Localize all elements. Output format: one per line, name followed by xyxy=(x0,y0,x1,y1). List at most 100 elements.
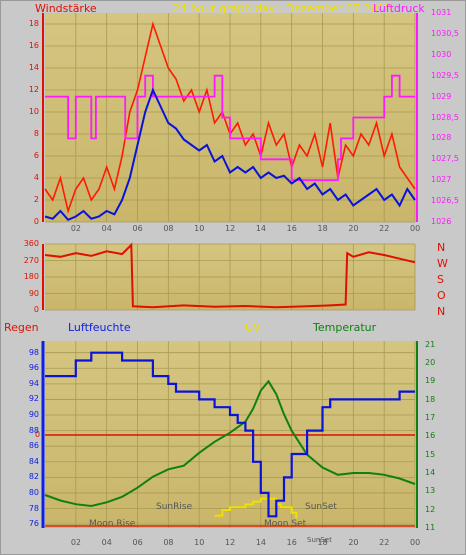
humidity-y-tick-96: 96 xyxy=(28,363,39,373)
humidity-y-tick-76: 76 xyxy=(28,519,39,529)
temperature-y-tick-20: 20 xyxy=(425,358,436,367)
moon-set-annotation: Moon Set xyxy=(264,519,307,529)
rain-label: Regen xyxy=(4,321,39,334)
temperature-y-tick-17: 17 xyxy=(425,413,436,422)
pressure-y-tick-3: 1027,5 xyxy=(431,154,459,164)
temperature-y-tick-13: 13 xyxy=(425,486,436,496)
pressure-y-tick-0: 1026 xyxy=(431,217,452,226)
wind-x-tick-18: 18 xyxy=(317,224,328,233)
temperature-label: Temperatur xyxy=(313,321,377,334)
wind-x-tick-12: 12 xyxy=(225,224,236,233)
sun-set-small-annotation: SunSet xyxy=(307,536,332,544)
humidity-x-tick-14: 14 xyxy=(255,538,267,547)
humidity-y-tick-84: 84 xyxy=(28,456,39,466)
pressure-line xyxy=(45,74,415,182)
temperature-y-tick-14: 14 xyxy=(425,468,436,477)
wind-x-tick-16: 16 xyxy=(286,224,297,233)
pressure-label: Luftdruck xyxy=(373,2,425,15)
direction-letter-n2: N xyxy=(437,305,446,318)
pressure-y-tick-7: 1029,5 xyxy=(431,70,459,80)
humidity-x-tick-04: 04 xyxy=(101,538,112,547)
grid-lines xyxy=(45,13,416,528)
pressure-y-tick-9: 1030,5 xyxy=(431,28,459,38)
uv-line xyxy=(214,497,298,519)
temperature-y-tick-18: 18 xyxy=(425,394,436,404)
humidity-y-tick-92: 92 xyxy=(28,394,39,404)
wind-x-tick-04: 04 xyxy=(101,224,112,233)
humidity-y-tick-88: 88 xyxy=(28,425,39,435)
humidity-y-tick-90: 90 xyxy=(28,410,39,420)
wind-y-tick-8: 8 xyxy=(33,129,39,138)
sun-set-annotation: SunSet xyxy=(305,502,337,512)
rain-zero-marker: 0 xyxy=(35,430,41,439)
humidity-y-tick-78: 78 xyxy=(28,503,39,513)
wind-y-tick-18: 18 xyxy=(28,19,39,28)
humidity-x-tick-22: 22 xyxy=(379,538,390,547)
direction-y-tick-180: 180 xyxy=(23,272,39,281)
humidity-y-tick-94: 94 xyxy=(28,378,39,388)
series-lines xyxy=(44,21,416,527)
wind-x-tick-00: 00 xyxy=(410,224,421,233)
direction-letter-w: W xyxy=(437,257,448,270)
direction-letter-o: O xyxy=(437,289,446,302)
wind-y-tick-2: 2 xyxy=(33,195,39,204)
wind-x-tick-10: 10 xyxy=(194,224,205,233)
wind-y-tick-14: 14 xyxy=(28,63,39,72)
moon-rise-annotation: Moon Rise xyxy=(89,519,136,529)
temperature-y-tick-11: 11 xyxy=(425,523,436,532)
wind-y-tick-0: 0 xyxy=(33,217,39,226)
wind-x-tick-02: 02 xyxy=(70,224,82,233)
direction-y-tick-90: 90 xyxy=(28,288,39,298)
temperature-y-tick-21: 21 xyxy=(425,339,436,349)
pressure-y-tick-2: 1027 xyxy=(431,175,452,185)
temperature-y-tick-12: 12 xyxy=(425,504,436,514)
pressure-y-tick-6: 1029 xyxy=(431,91,452,101)
wind-y-tick-6: 6 xyxy=(33,151,39,160)
sun-rise-annotation: SunRise xyxy=(156,502,193,512)
temperature-y-tick-16: 16 xyxy=(425,431,436,441)
wind-y-tick-4: 4 xyxy=(33,173,39,182)
wind-average-line xyxy=(44,87,416,222)
wind-y-tick-10: 10 xyxy=(28,107,39,116)
wind-direction-line xyxy=(44,242,416,309)
pressure-y-tick-5: 1028,5 xyxy=(431,112,459,122)
wind-strength-label: Windstärke xyxy=(35,2,97,15)
pressure-y-tick-1: 1026,5 xyxy=(431,196,459,206)
direction-y-tick-0: 0 xyxy=(33,305,39,314)
direction-letter-n: N xyxy=(437,241,446,254)
temperature-line xyxy=(44,379,416,508)
humidity-line xyxy=(45,351,415,518)
pressure-y-tick-8: 1030 xyxy=(431,49,452,59)
humidity-x-tick-02: 02 xyxy=(70,538,82,547)
humidity-y-tick-86: 86 xyxy=(28,441,39,451)
chart-title: 24 hour graph day : Dezember 07 2015 xyxy=(173,2,392,15)
wind-x-tick-22: 22 xyxy=(379,224,390,233)
direction-y-tick-270: 270 xyxy=(23,255,39,265)
temperature-y-tick-15: 15 xyxy=(425,449,436,459)
humidity-x-tick-12: 12 xyxy=(225,538,236,547)
humidity-x-tick-18: 18 xyxy=(317,538,328,547)
humidity-x-tick-00: 00 xyxy=(410,538,421,547)
direction-y-tick-360: 360 xyxy=(23,239,39,248)
humidity-y-tick-82: 82 xyxy=(28,472,39,482)
humidity-x-tick-10: 10 xyxy=(194,538,205,547)
uv-label: UV xyxy=(245,321,261,334)
pressure-y-tick-10: 1031 xyxy=(431,8,452,17)
humidity-x-tick-08: 08 xyxy=(163,538,174,547)
wind-x-tick-06: 06 xyxy=(132,224,143,233)
humidity-x-tick-16: 16 xyxy=(286,538,297,547)
humidity-y-tick-98: 98 xyxy=(28,347,39,357)
axis-lines xyxy=(41,13,418,528)
direction-letter-s: S xyxy=(437,273,444,286)
wind-y-tick-16: 16 xyxy=(28,41,39,50)
wind-x-tick-14: 14 xyxy=(255,224,267,233)
humidity-x-tick-06: 06 xyxy=(132,538,143,547)
wind-x-tick-08: 08 xyxy=(163,224,174,233)
temperature-y-tick-19: 19 xyxy=(425,376,436,386)
wind-y-tick-12: 12 xyxy=(28,85,39,94)
pressure-y-tick-4: 1028 xyxy=(431,133,452,143)
humidity-y-tick-80: 80 xyxy=(28,487,39,497)
wind-x-tick-20: 20 xyxy=(348,224,359,233)
